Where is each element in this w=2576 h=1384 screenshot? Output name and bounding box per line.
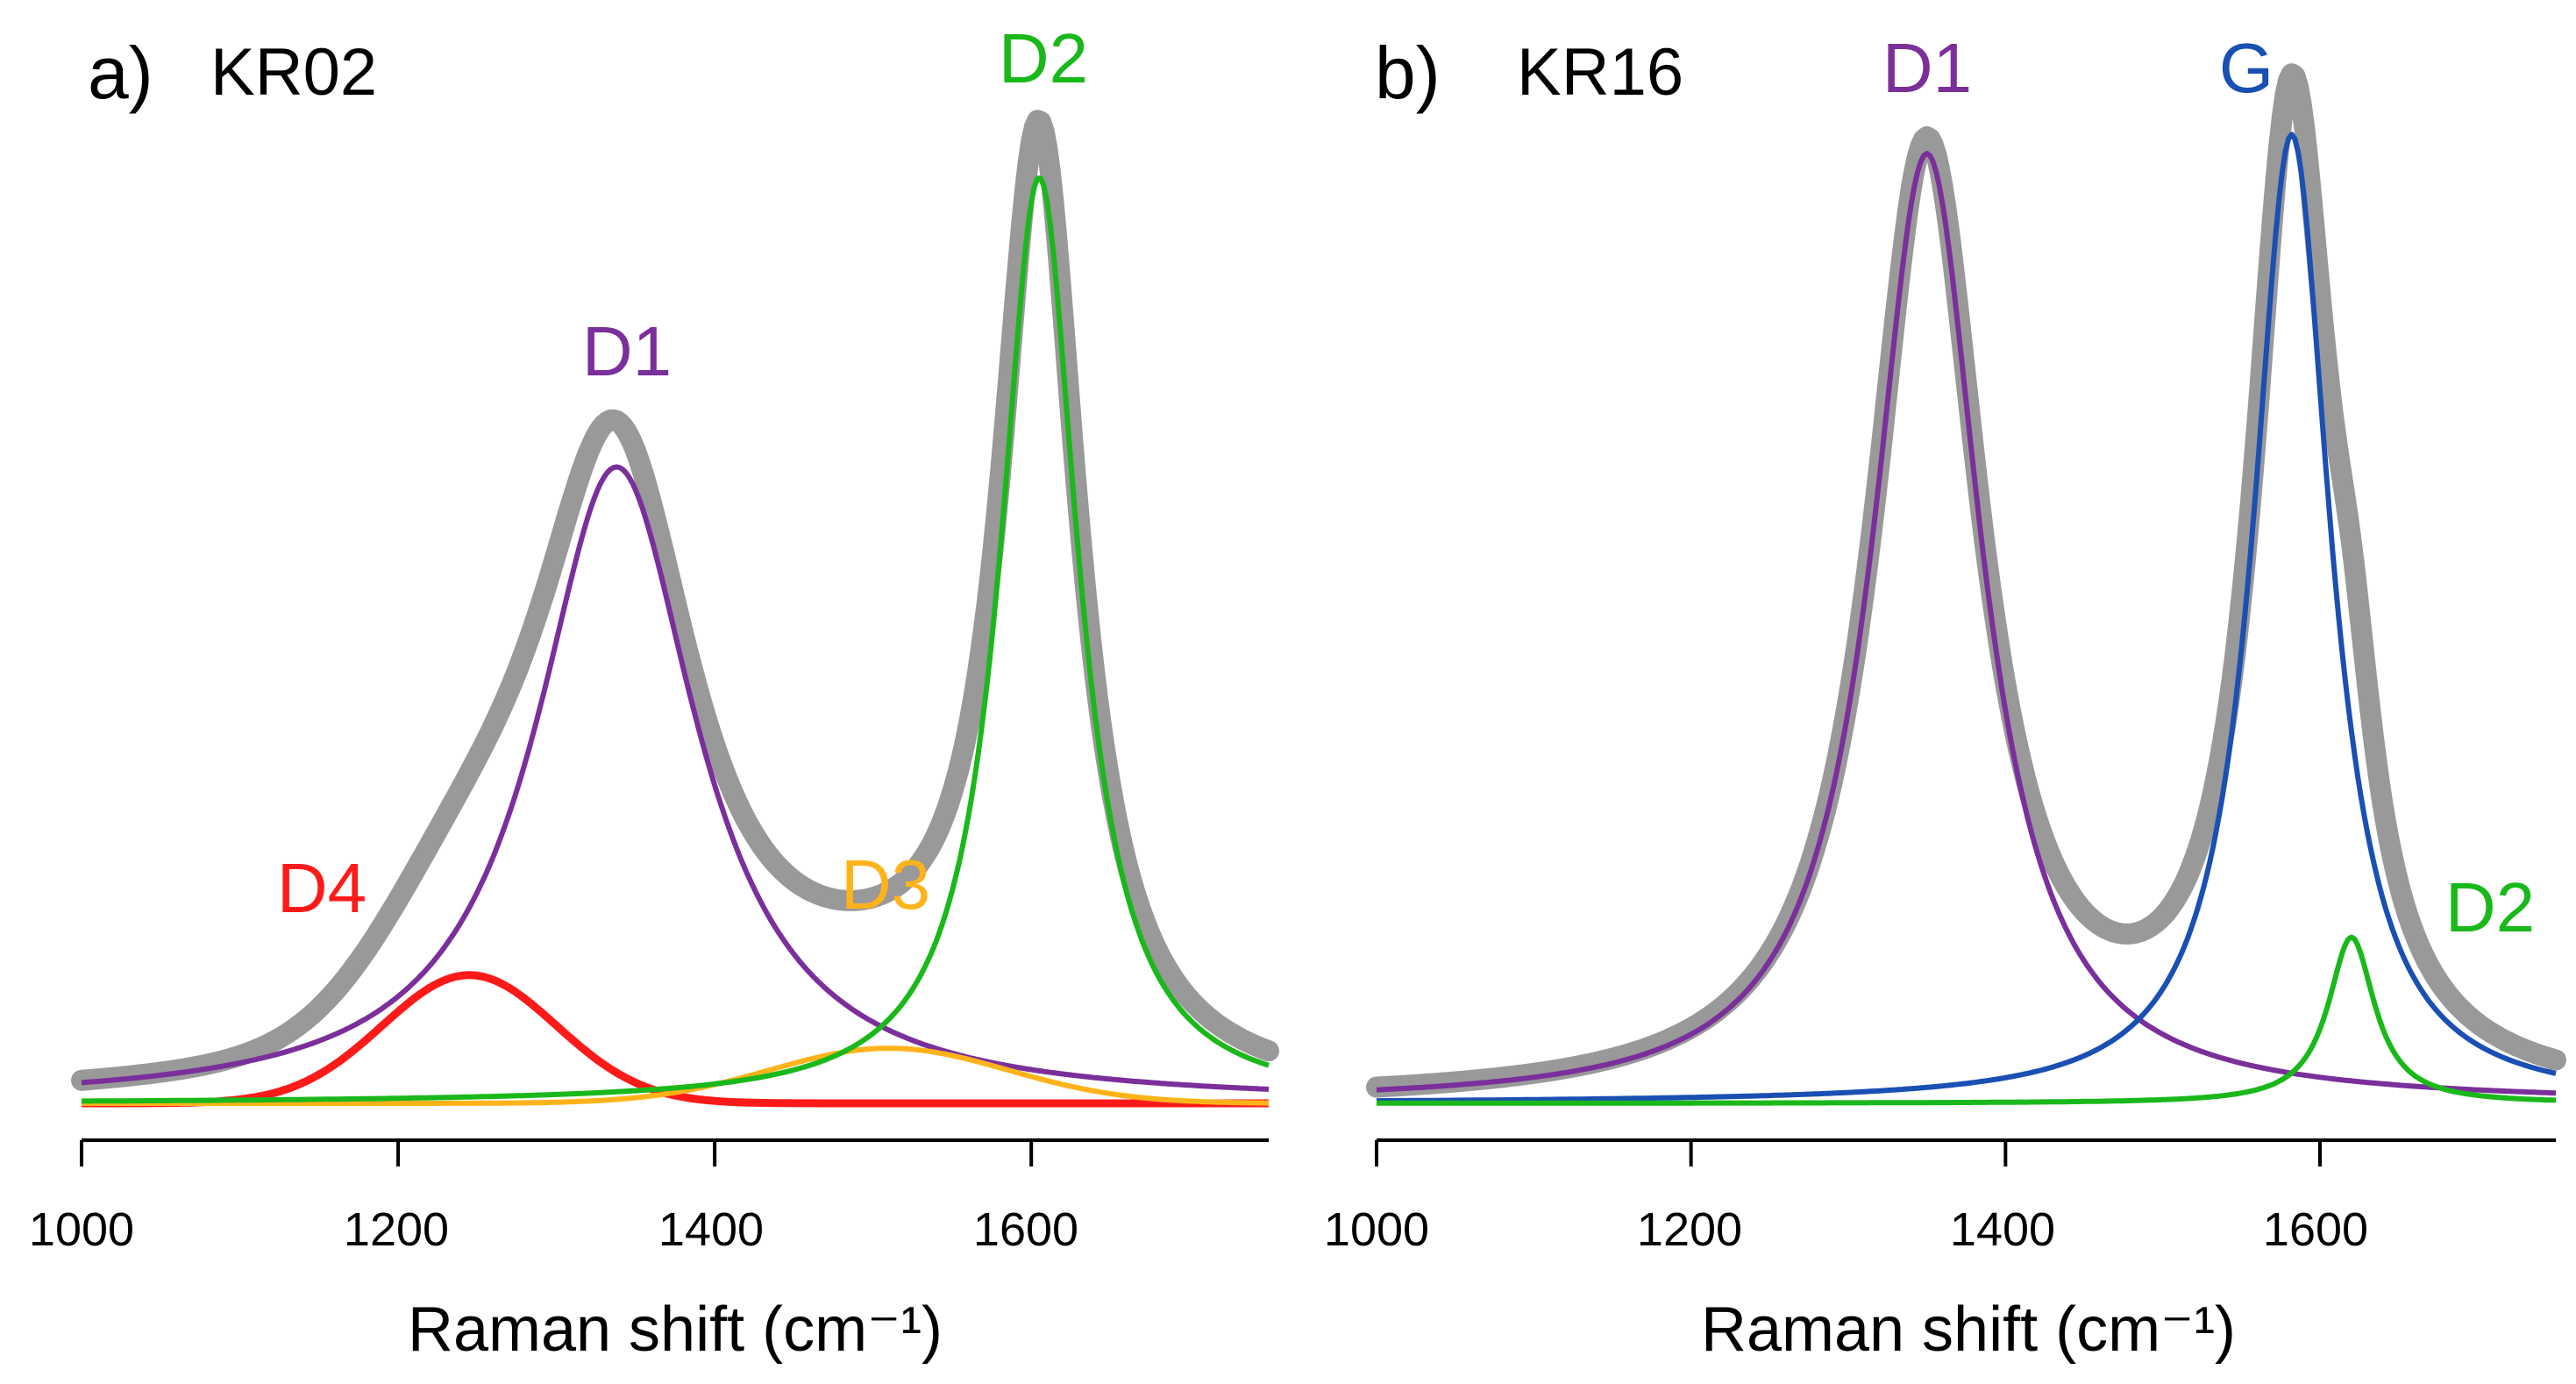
panel-a-peak-label-d2: D2 (999, 19, 1088, 97)
panel-a-curves (71, 110, 1279, 1108)
panel-b-letter: b) (1375, 32, 1441, 114)
panel-a-ticks (80, 1140, 1034, 1166)
panel-b-tick-label-1200: 1200 (1637, 1203, 1742, 1256)
panel-a-chart: a) KR02 1000 1200 1400 1600 Raman shift … (29, 19, 1279, 1365)
panel-b-peak-label-g: G (2219, 29, 2274, 107)
panel-a-letter: a) (88, 32, 153, 114)
panel-b-curve-d2 (1377, 934, 2557, 1106)
panel-b-peak-label-d1: D1 (1882, 29, 1972, 107)
panel-a-x-axis-title: Raman shift (cm⁻¹) (408, 1295, 943, 1365)
panel-b-tick-label-1600: 1600 (2263, 1203, 2368, 1256)
panel-a-envelope-curve (71, 110, 1279, 1091)
panel-a-peak-label-d3: D3 (841, 845, 930, 924)
panel-b-x-axis-title: Raman shift (cm⁻¹) (1701, 1295, 2236, 1365)
panel-b-tick-label-1000: 1000 (1324, 1203, 1429, 1256)
panel-a-curve-d2 (82, 175, 1270, 1104)
panel-b-envelope-curve (1366, 63, 2566, 1098)
panel-a-curve-d4 (81, 971, 1270, 1108)
panel-a-tick-label-1600: 1600 (973, 1203, 1078, 1256)
panel-b-curves (1366, 63, 2566, 1106)
panel-b-peak-label-d2: D2 (2445, 868, 2535, 946)
panel-b-curve-d1 (1376, 151, 2557, 1096)
panel-a-peak-label-d4: D4 (277, 849, 366, 927)
panel-a-tick-label-1200: 1200 (344, 1203, 449, 1256)
panel-b-chart: b) KR16 1000 1200 1400 1600 Raman shift … (1324, 29, 2566, 1365)
panel-a-peak-label-d1: D1 (582, 312, 672, 390)
panel-b-tick-label-1400: 1400 (1950, 1203, 2055, 1256)
panel-a-curve-d3 (82, 1045, 1269, 1106)
panel-a-tick-label-1400: 1400 (658, 1203, 764, 1256)
panel-a-sample-title: KR02 (210, 35, 377, 110)
panel-b-sample-title: KR16 (1517, 35, 1683, 110)
panel-b-curve-g (1377, 132, 2557, 1104)
panel-a-curve-d1 (81, 464, 1270, 1092)
panel-b-ticks (1375, 1140, 2322, 1166)
panel-a-tick-label-1000: 1000 (29, 1203, 134, 1256)
